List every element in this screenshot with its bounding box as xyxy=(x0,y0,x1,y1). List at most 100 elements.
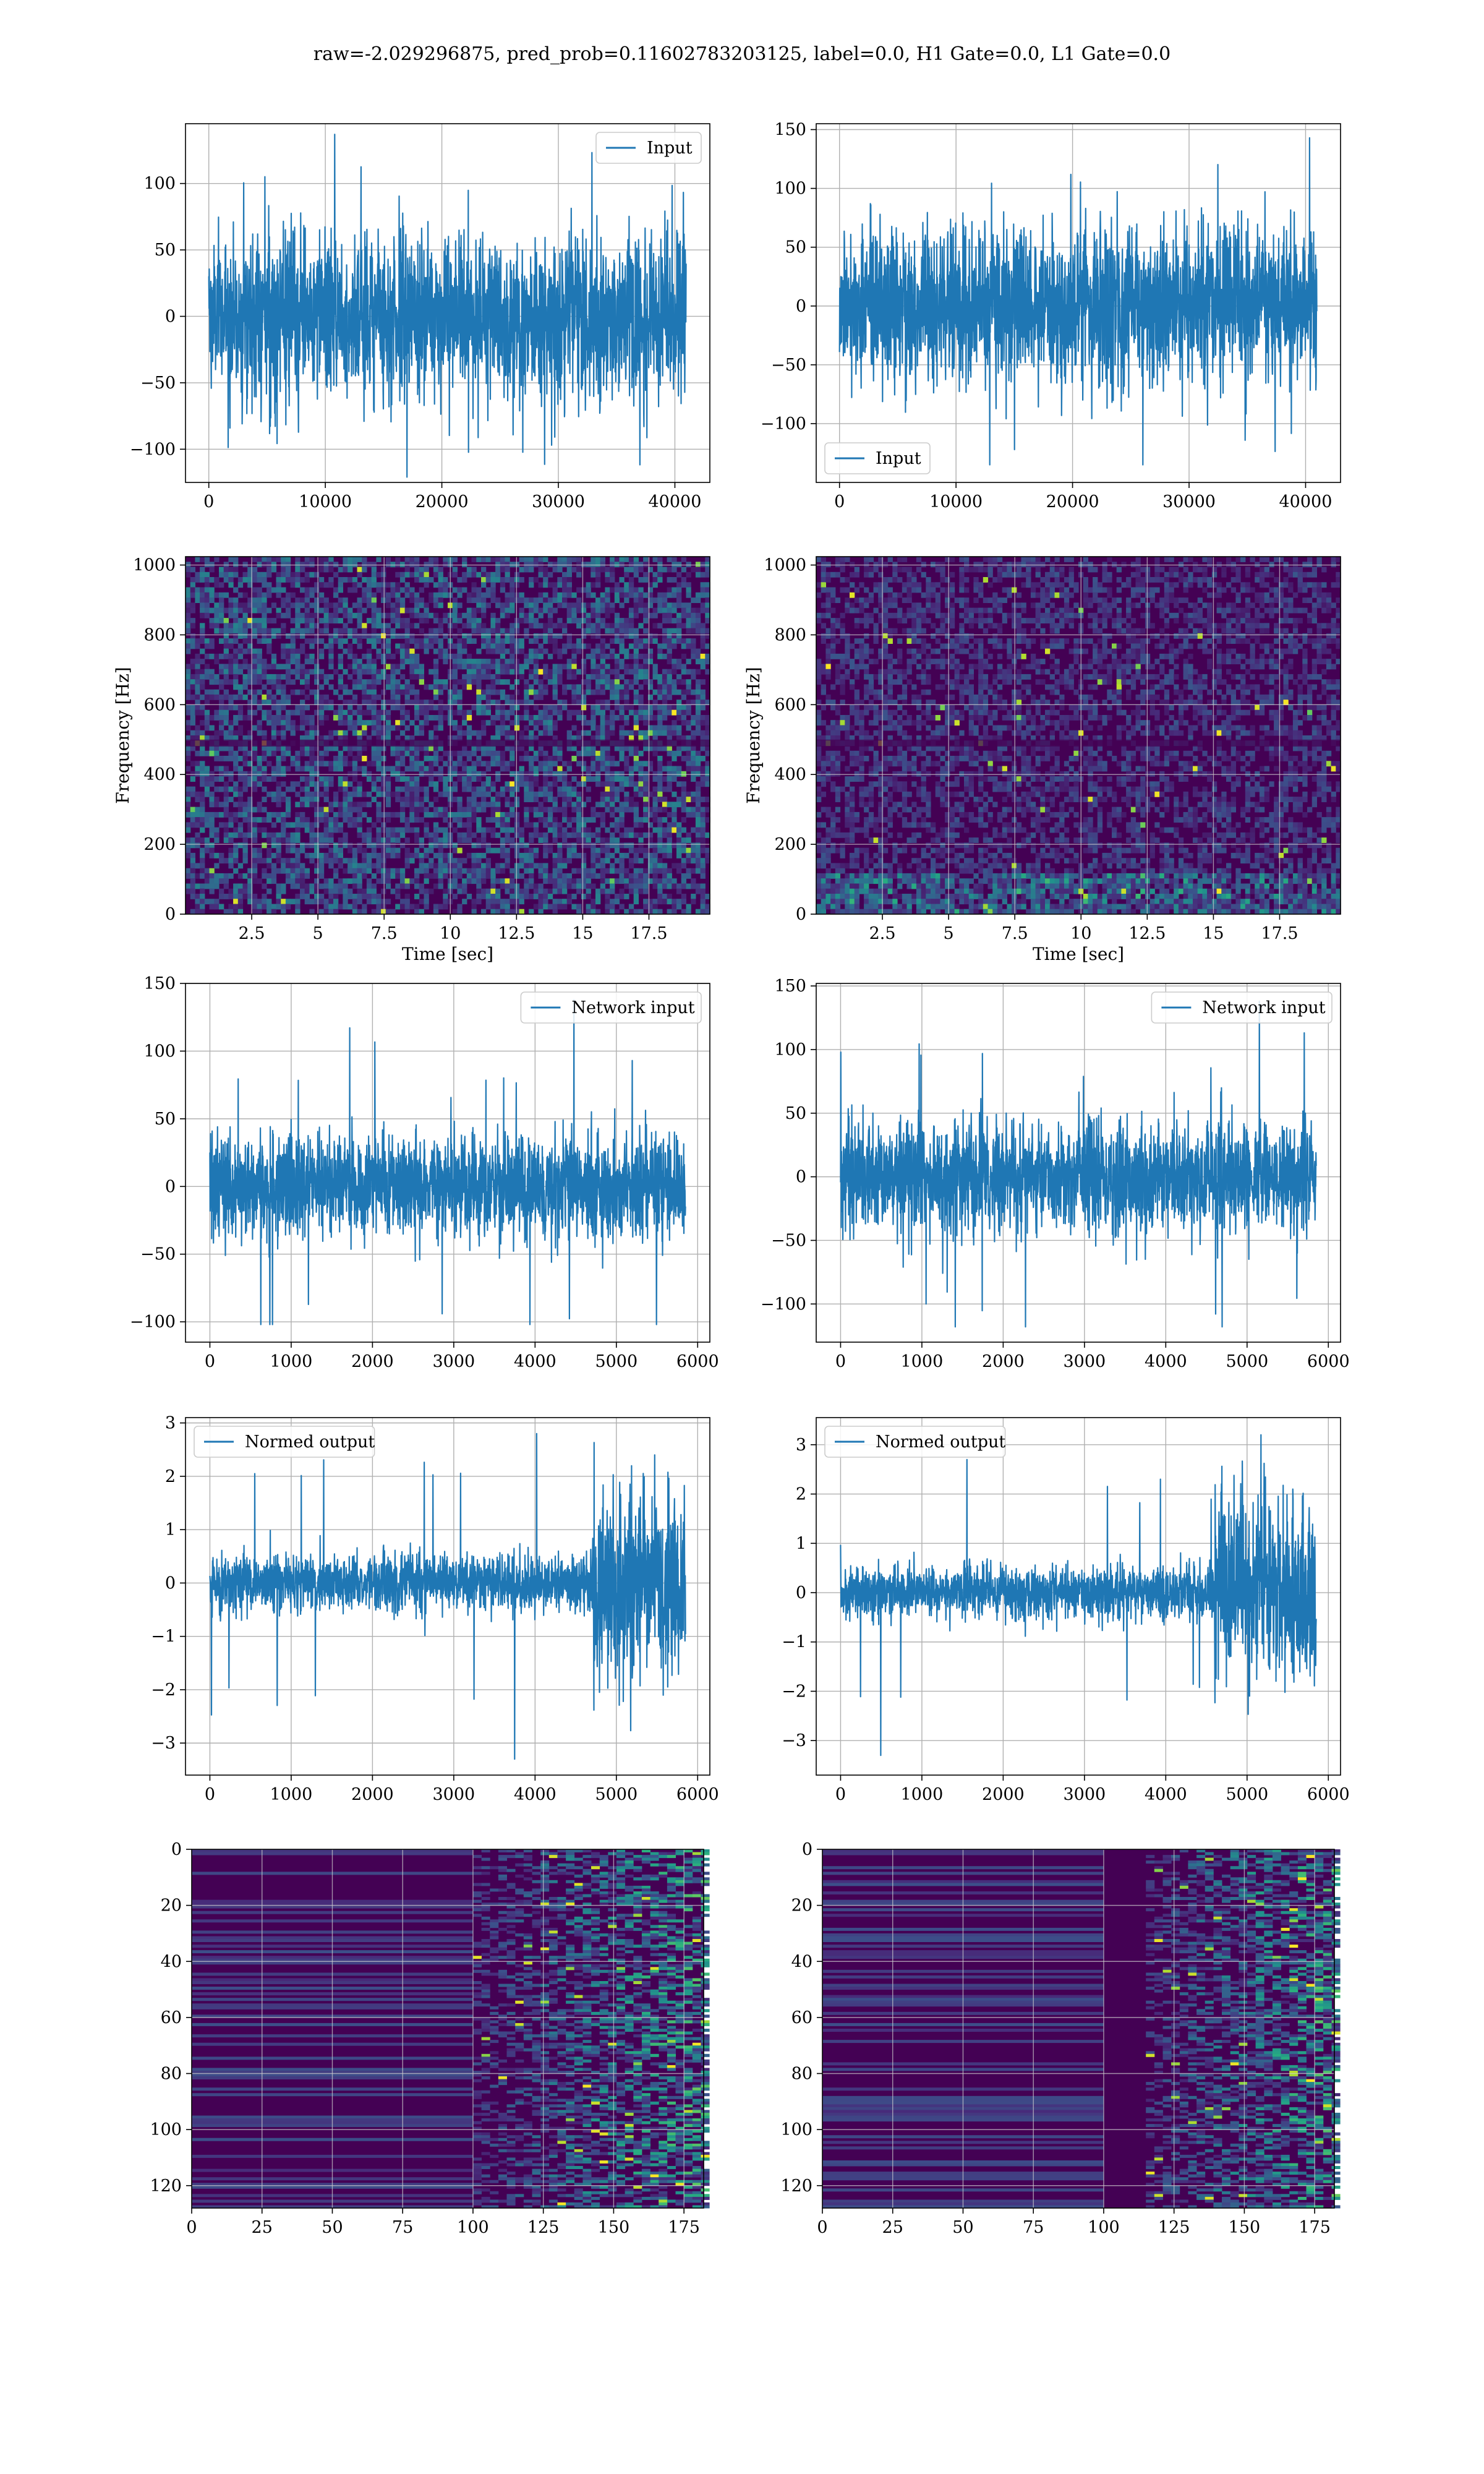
heatmap-cell xyxy=(414,700,420,706)
heatmap-cell xyxy=(262,756,267,761)
heatmap-cell xyxy=(657,832,663,838)
heatmap-cell xyxy=(204,607,210,614)
heatmap-cell xyxy=(314,883,320,889)
heatmap-cell xyxy=(381,847,386,854)
heatmap-cell xyxy=(343,888,348,894)
heatmap-cell xyxy=(285,643,291,649)
heatmap-cell xyxy=(628,750,634,756)
heatmap-cell xyxy=(295,577,301,583)
heatmap-cell xyxy=(309,858,315,864)
heatmap-cell xyxy=(490,643,496,649)
heatmap-cell xyxy=(357,878,362,884)
heatmap-cell xyxy=(242,894,248,899)
heatmap-cell xyxy=(257,858,262,864)
heatmap-cell xyxy=(323,791,329,797)
heatmap-cell xyxy=(633,756,639,761)
heatmap-cell xyxy=(562,562,568,568)
heatmap-cell xyxy=(290,786,296,792)
heatmap-cell xyxy=(571,868,577,874)
heatmap-cell xyxy=(314,745,320,751)
heatmap-cell xyxy=(566,607,572,614)
heatmap-cell xyxy=(466,756,472,761)
subplot-row1-right: 0 10000 20000 30000 40000−100−50050100150Inp… xyxy=(761,121,1341,511)
heatmap-cell xyxy=(295,837,301,843)
heatmap-cell xyxy=(204,847,210,854)
heatmap-cell xyxy=(557,582,563,588)
heatmap-cell xyxy=(328,643,334,649)
heatmap-cell xyxy=(190,664,195,670)
heatmap-cell xyxy=(691,797,696,802)
heatmap-cell xyxy=(190,894,195,899)
heatmap-cell xyxy=(552,888,558,894)
heatmap-cell xyxy=(357,571,362,578)
heatmap-cell xyxy=(395,786,401,792)
heatmap-cell xyxy=(376,730,382,736)
heatmap-cell xyxy=(576,669,582,675)
heatmap-cell xyxy=(309,750,315,756)
heatmap-cell xyxy=(281,684,286,690)
heatmap-cell xyxy=(610,852,615,858)
heatmap-cell xyxy=(662,863,668,869)
heatmap-cell xyxy=(576,587,582,593)
heatmap-cell xyxy=(338,607,343,614)
heatmap-cell xyxy=(404,571,410,578)
heatmap-cell xyxy=(557,807,563,813)
heatmap-cell xyxy=(343,904,348,910)
heatmap-cell xyxy=(500,689,506,695)
heatmap-cell xyxy=(571,602,577,609)
heatmap-cell xyxy=(610,638,615,644)
heatmap-cell xyxy=(314,694,320,700)
heatmap-cell xyxy=(547,827,553,833)
heatmap-cell xyxy=(219,597,224,603)
heatmap-cell xyxy=(338,842,343,849)
heatmap-cell xyxy=(209,577,215,583)
heatmap-cell xyxy=(343,669,348,675)
heatmap-cell xyxy=(433,674,439,680)
x-tick-label: 40000 xyxy=(649,492,702,511)
heatmap-cell xyxy=(409,669,415,675)
heatmap-cell xyxy=(490,786,496,792)
heatmap-cell xyxy=(652,704,658,711)
heatmap-cell xyxy=(485,786,491,792)
heatmap-cell xyxy=(452,633,458,639)
heatmap-cell xyxy=(352,786,358,792)
heatmap-cell xyxy=(600,878,605,884)
heatmap-cell xyxy=(366,602,372,609)
heatmap-cell xyxy=(500,557,506,562)
heatmap-cell xyxy=(381,623,386,629)
heatmap-cell xyxy=(438,567,443,573)
heatmap-cell xyxy=(481,878,487,884)
heatmap-cell xyxy=(376,878,382,884)
heatmap-cell xyxy=(662,715,668,721)
heatmap-cell xyxy=(638,597,644,603)
heatmap-cell xyxy=(237,704,244,711)
heatmap-cell xyxy=(300,674,305,680)
heatmap-cell xyxy=(376,582,382,588)
heatmap-cell xyxy=(586,628,591,634)
heatmap-cell xyxy=(281,817,286,823)
heatmap-cell xyxy=(328,761,334,767)
heatmap-cell xyxy=(500,648,506,654)
heatmap-cell xyxy=(304,817,310,823)
heatmap-cell xyxy=(443,852,448,858)
heatmap-cell xyxy=(290,582,296,588)
heatmap-cell xyxy=(343,709,348,716)
heatmap-cell xyxy=(404,694,410,700)
heatmap-cell xyxy=(662,709,668,716)
heatmap-cell xyxy=(409,607,415,614)
heatmap-cell xyxy=(686,766,691,772)
heatmap-cell xyxy=(219,858,224,864)
heatmap-cell xyxy=(443,786,448,792)
heatmap-cell xyxy=(576,684,582,690)
heatmap-cell xyxy=(333,909,339,915)
heatmap-cell xyxy=(252,904,258,910)
heatmap-cell xyxy=(566,587,572,593)
heatmap-cell xyxy=(209,781,215,787)
heatmap-cell xyxy=(200,571,205,578)
heatmap-cell xyxy=(276,684,281,690)
heatmap-cell xyxy=(267,638,272,644)
heatmap-cell xyxy=(595,837,601,843)
heatmap-cell xyxy=(691,597,696,603)
heatmap-cell xyxy=(605,669,610,675)
heatmap-cell xyxy=(681,720,686,726)
